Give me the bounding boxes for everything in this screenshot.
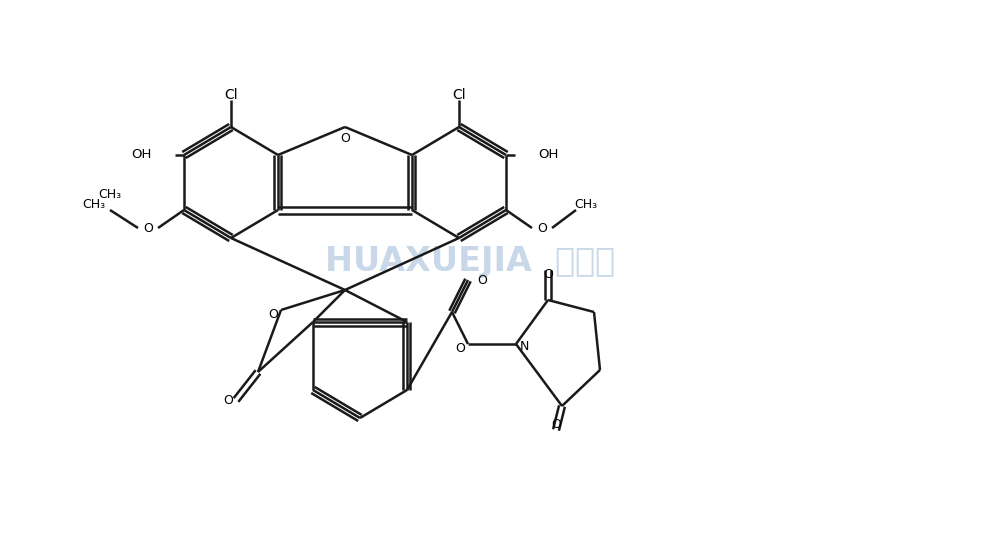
Text: O: O <box>477 273 487 286</box>
Text: O: O <box>543 268 553 282</box>
Text: HUAXUEJIA  化学加: HUAXUEJIA 化学加 <box>325 245 615 278</box>
Text: O: O <box>268 309 277 321</box>
Text: OH: OH <box>132 148 152 162</box>
Text: Cl: Cl <box>225 88 238 102</box>
Text: OH: OH <box>538 148 558 162</box>
Text: CH₃: CH₃ <box>99 188 122 201</box>
Text: CH₃: CH₃ <box>575 199 598 211</box>
Text: O: O <box>551 418 561 432</box>
Text: O: O <box>537 221 547 235</box>
Text: O: O <box>455 342 465 355</box>
Text: O: O <box>224 394 233 406</box>
Text: CH₃: CH₃ <box>83 198 106 210</box>
Text: O: O <box>143 221 153 235</box>
Text: O: O <box>340 132 350 146</box>
Text: N: N <box>519 341 529 353</box>
Text: Cl: Cl <box>452 88 466 102</box>
